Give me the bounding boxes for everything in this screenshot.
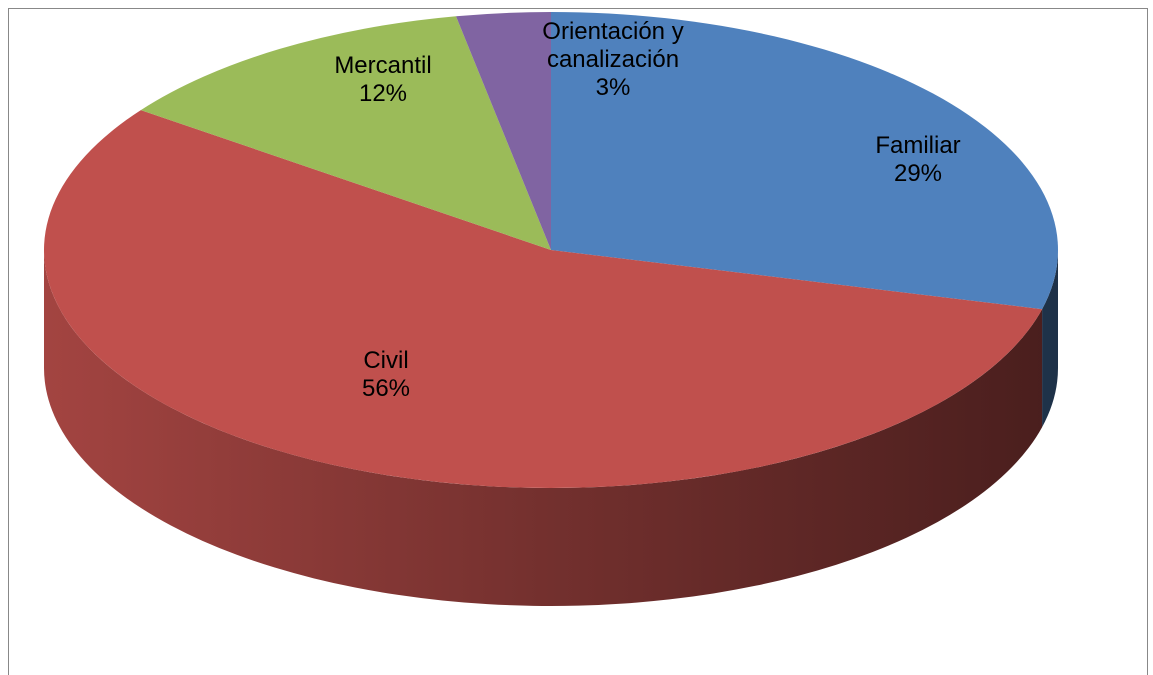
slice-value: 29% [893,160,943,187]
pie-slice [43,110,1043,488]
data-label: Orientación y canalización 3% [503,18,723,102]
pie-slice [140,16,552,250]
pie-slice [551,12,1058,310]
slice-value: 56% [361,375,411,402]
slice-name: Mercantil [334,52,432,79]
pie-slice [455,12,551,250]
slice-name: Orientación y canalización [542,18,684,73]
data-label: Familiar 29% [818,132,1018,188]
slice-name: Civil [363,347,409,374]
pie-slice-side [44,250,1043,607]
chart-frame [8,8,1148,675]
slice-name: Familiar [875,132,961,159]
data-label: Civil 56% [286,347,486,403]
slice-value: 12% [358,80,408,107]
slice-value: 3% [595,74,631,101]
data-label: Mercantil 12% [283,52,483,108]
pie-slice-side [1042,250,1058,428]
